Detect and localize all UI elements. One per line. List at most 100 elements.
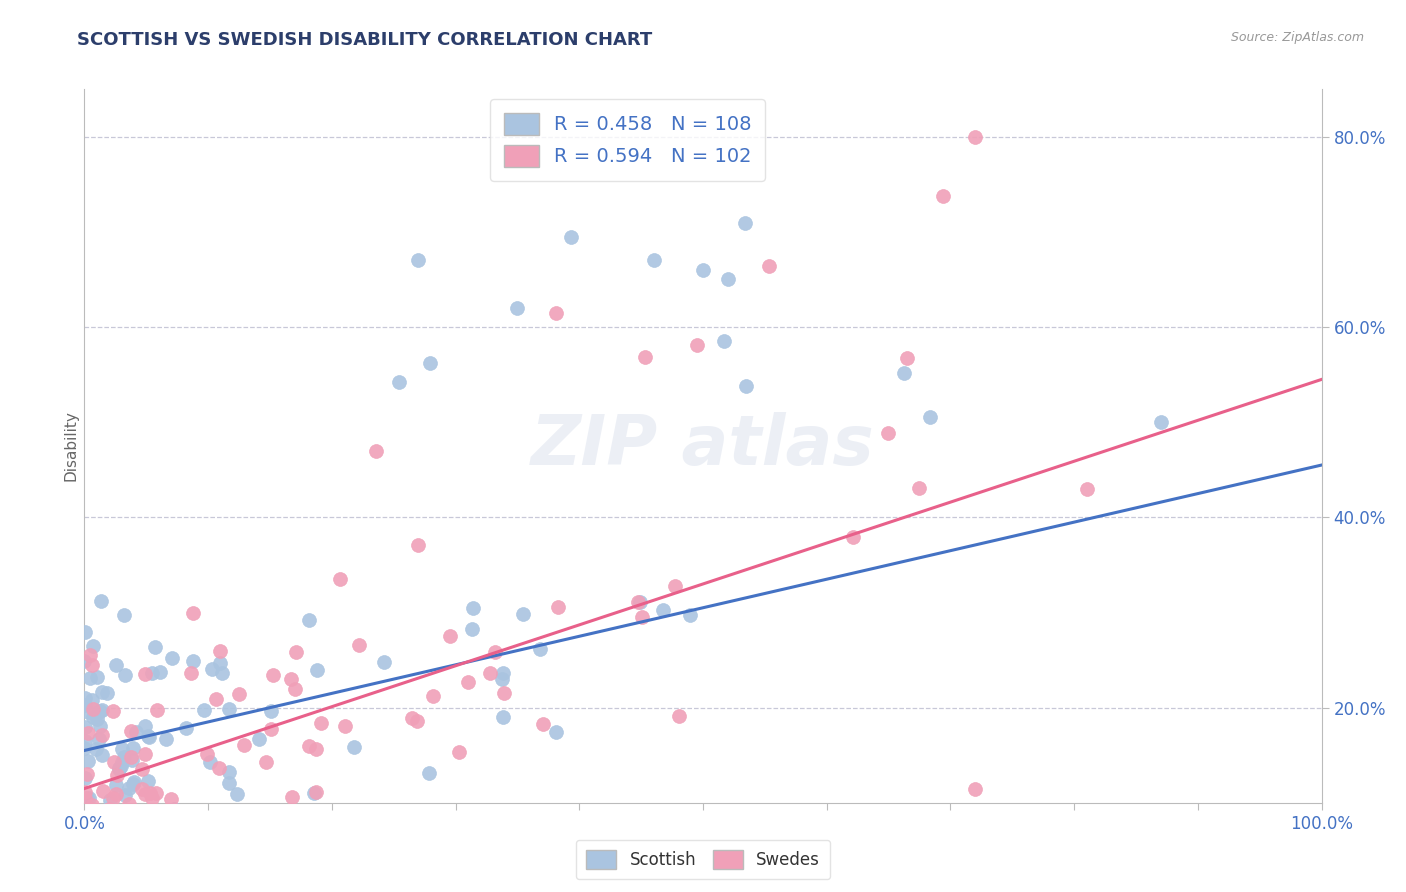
Point [149, 665, 172, 680]
Point [76, 767, 98, 781]
Point [373, 655, 395, 669]
Point [173, 856, 195, 871]
Point [91, 784, 114, 798]
Point [280, 672, 302, 686]
Point [138, 730, 160, 744]
Point [82, 709, 104, 723]
Point [260, 705, 283, 719]
Point [101, 838, 124, 853]
Point [544, 306, 567, 320]
Point [141, 666, 163, 681]
Point [75, 848, 97, 863]
Point [218, 702, 240, 716]
Point [205, 691, 228, 706]
Point [80, 802, 103, 816]
Point [298, 613, 321, 627]
Point [98, 793, 121, 807]
Point [90, 727, 112, 741]
Point [247, 731, 270, 746]
Point [76, 755, 98, 769]
Point [494, 686, 516, 700]
Point [136, 838, 159, 853]
Point [478, 666, 501, 681]
Point [90, 685, 112, 699]
Point [529, 641, 551, 656]
Point [492, 710, 515, 724]
Point [354, 863, 377, 877]
Point [75, 840, 97, 855]
Point [104, 778, 127, 792]
Point [179, 814, 201, 828]
Point [281, 790, 304, 805]
Point [89, 859, 111, 873]
Point [181, 654, 204, 668]
Point [75, 720, 97, 734]
Point [120, 723, 142, 738]
Point [131, 762, 153, 776]
Point [1076, 482, 1098, 496]
Point [176, 721, 198, 735]
Point [228, 687, 250, 701]
Point [118, 797, 141, 811]
Point [87, 731, 110, 746]
Point [298, 739, 321, 754]
Point [484, 645, 506, 659]
Point [387, 375, 409, 389]
Point [82, 873, 104, 888]
Point [121, 753, 143, 767]
Point [439, 629, 461, 643]
Point [1150, 415, 1173, 429]
Point [84, 742, 107, 756]
Point [401, 711, 423, 725]
Point [896, 351, 918, 366]
Point [104, 787, 127, 801]
Point [284, 681, 307, 696]
Point [73, 654, 96, 668]
Point [120, 749, 142, 764]
Point [75, 624, 97, 639]
Point [735, 378, 758, 392]
Point [79, 791, 101, 805]
Point [131, 781, 153, 796]
Point [160, 651, 183, 665]
Point [264, 846, 287, 860]
Point [162, 806, 184, 821]
Point [418, 765, 440, 780]
Point [506, 301, 529, 315]
Point [329, 572, 352, 586]
Text: Source: ZipAtlas.com: Source: ZipAtlas.com [1230, 31, 1364, 45]
Point [155, 731, 177, 746]
Point [408, 253, 430, 268]
Point [419, 356, 441, 370]
Point [893, 367, 915, 381]
Point [90, 594, 112, 608]
Point [211, 666, 233, 681]
Point [364, 444, 387, 458]
Point [841, 530, 863, 544]
Point [531, 716, 554, 731]
Point [134, 747, 156, 762]
Point [198, 756, 221, 770]
Point [105, 658, 128, 673]
Point [181, 606, 204, 620]
Point [112, 607, 135, 622]
Point [73, 698, 96, 712]
Point [965, 129, 987, 144]
Point [111, 742, 134, 756]
Point [120, 812, 142, 826]
Point [79, 817, 101, 831]
Point [188, 823, 211, 838]
Point [73, 740, 96, 755]
Point [125, 725, 148, 739]
Point [143, 640, 166, 654]
Point [180, 665, 202, 680]
Point [136, 846, 159, 860]
Point [136, 729, 159, 743]
Point [491, 666, 513, 681]
Point [193, 703, 215, 717]
Point [134, 821, 156, 835]
Point [162, 802, 184, 816]
Point [82, 701, 104, 715]
Point [408, 538, 430, 552]
Point [136, 774, 159, 789]
